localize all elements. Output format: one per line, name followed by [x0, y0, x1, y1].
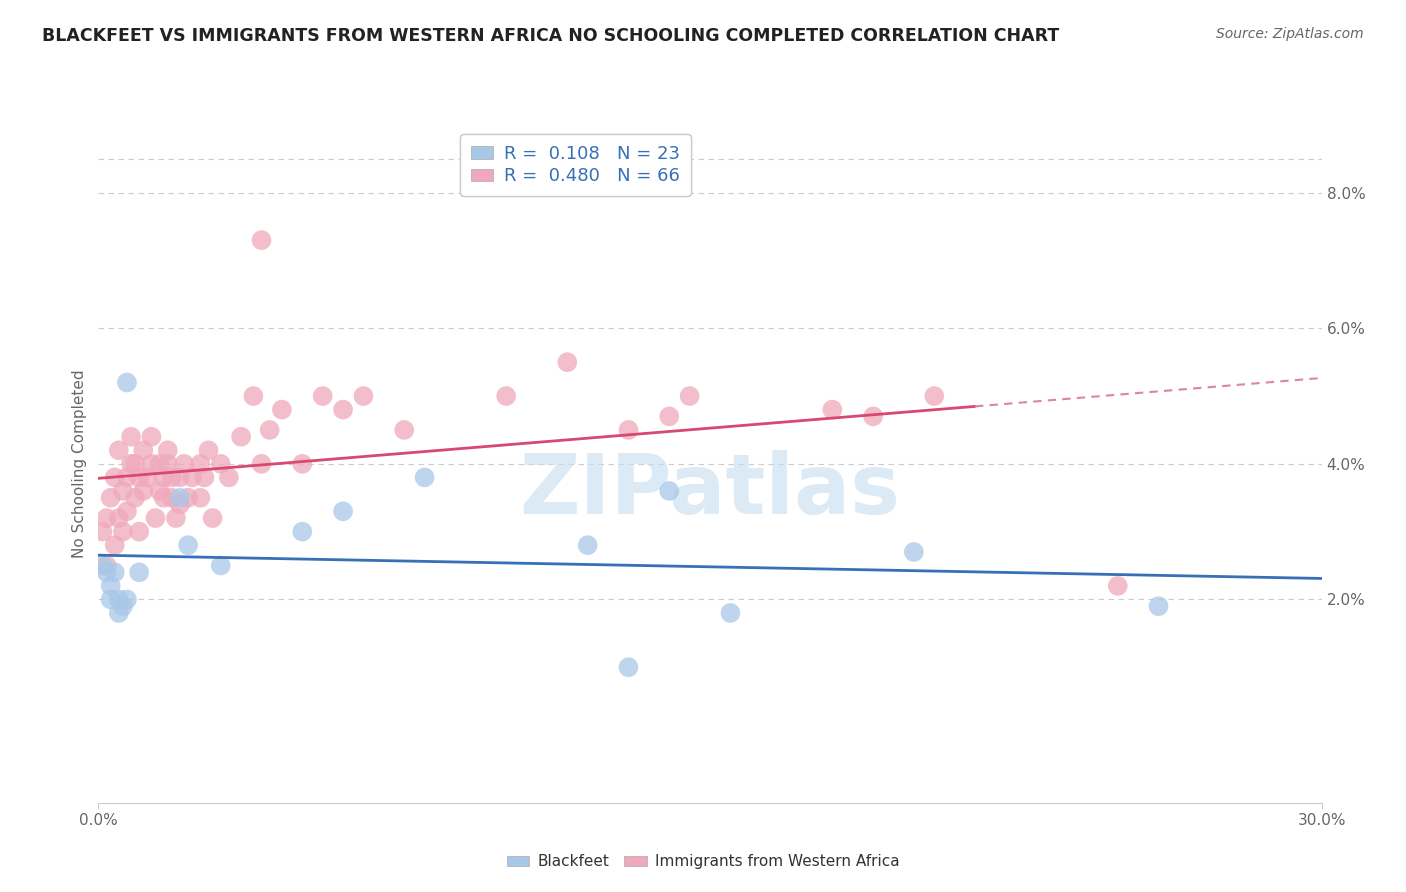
Point: [169, 491, 191, 505]
Text: Source: ZipAtlas.com: Source: ZipAtlas.com: [1216, 27, 1364, 41]
Point: [821, 402, 844, 417]
Point: [128, 524, 150, 539]
Point: [91, 524, 114, 539]
Point: [209, 457, 232, 471]
Point: [100, 491, 122, 505]
Point: [132, 483, 155, 498]
Point: [392, 423, 416, 437]
Point: [177, 491, 200, 505]
Text: BLACKFEET VS IMMIGRANTS FROM WESTERN AFRICA NO SCHOOLING COMPLETED CORRELATION C: BLACKFEET VS IMMIGRANTS FROM WESTERN AFR…: [42, 27, 1060, 45]
Point: [124, 457, 146, 471]
Text: ZIPatlas: ZIPatlas: [520, 450, 900, 532]
Point: [96, 558, 118, 573]
Point: [96, 511, 118, 525]
Point: [720, 606, 742, 620]
Point: [104, 566, 127, 580]
Point: [352, 389, 374, 403]
Point: [332, 504, 354, 518]
Point: [495, 389, 517, 403]
Point: [209, 558, 232, 573]
Point: [145, 511, 167, 525]
Point: [120, 457, 142, 471]
Point: [111, 524, 134, 539]
Point: [108, 443, 131, 458]
Point: [922, 389, 945, 403]
Point: [96, 566, 118, 580]
Point: [250, 233, 273, 247]
Point: [658, 409, 681, 424]
Point: [218, 470, 240, 484]
Point: [617, 660, 640, 674]
Point: [160, 470, 183, 484]
Point: [108, 606, 131, 620]
Point: [242, 389, 264, 403]
Point: [91, 558, 114, 573]
Point: [156, 457, 179, 471]
Point: [160, 491, 183, 505]
Point: [169, 470, 191, 484]
Point: [141, 430, 163, 444]
Point: [115, 592, 138, 607]
Point: [128, 470, 150, 484]
Point: [104, 470, 127, 484]
Point: [291, 457, 314, 471]
Point: [201, 511, 224, 525]
Point: [156, 443, 179, 458]
Legend: R =  0.108   N = 23, R =  0.480   N = 66: R = 0.108 N = 23, R = 0.480 N = 66: [460, 134, 690, 196]
Point: [1107, 579, 1129, 593]
Point: [149, 457, 172, 471]
Point: [173, 457, 195, 471]
Point: [149, 483, 172, 498]
Point: [115, 504, 138, 518]
Point: [332, 402, 354, 417]
Point: [124, 491, 146, 505]
Point: [100, 592, 122, 607]
Point: [108, 511, 131, 525]
Point: [903, 545, 925, 559]
Point: [617, 423, 640, 437]
Point: [152, 470, 174, 484]
Y-axis label: No Schooling Completed: No Schooling Completed: [72, 369, 87, 558]
Point: [136, 470, 159, 484]
Point: [193, 470, 215, 484]
Point: [1147, 599, 1170, 614]
Point: [312, 389, 335, 403]
Point: [128, 566, 150, 580]
Point: [104, 538, 127, 552]
Point: [291, 524, 314, 539]
Point: [115, 470, 138, 484]
Point: [120, 430, 142, 444]
Point: [100, 579, 122, 593]
Point: [679, 389, 702, 403]
Point: [132, 443, 155, 458]
Point: [115, 376, 138, 390]
Point: [231, 430, 253, 444]
Point: [111, 483, 134, 498]
Point: [250, 457, 273, 471]
Point: [270, 402, 294, 417]
Point: [141, 457, 163, 471]
Legend: Blackfeet, Immigrants from Western Africa: Blackfeet, Immigrants from Western Afric…: [501, 848, 905, 875]
Point: [188, 491, 212, 505]
Point: [165, 511, 187, 525]
Point: [188, 457, 212, 471]
Point: [413, 470, 436, 484]
Point: [862, 409, 884, 424]
Point: [177, 538, 200, 552]
Point: [658, 483, 681, 498]
Point: [181, 470, 204, 484]
Point: [169, 498, 191, 512]
Point: [111, 599, 134, 614]
Point: [152, 491, 174, 505]
Point: [197, 443, 219, 458]
Point: [108, 592, 131, 607]
Point: [576, 538, 599, 552]
Point: [259, 423, 281, 437]
Point: [557, 355, 579, 369]
